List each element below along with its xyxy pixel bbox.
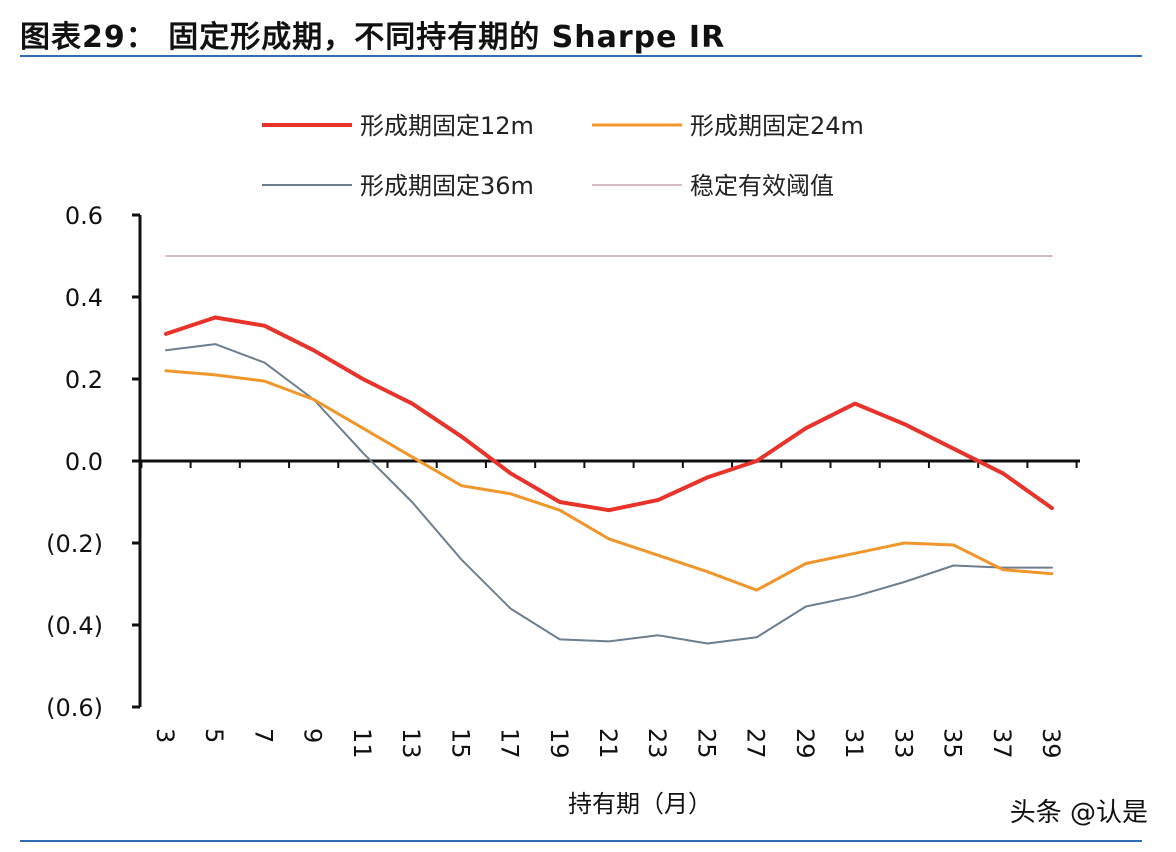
x-tick-label: 5 bbox=[200, 728, 228, 743]
title-divider bbox=[20, 55, 1142, 57]
x-tick-label: 3 bbox=[151, 728, 179, 743]
x-tick-label: 23 bbox=[643, 728, 671, 759]
series-line-s36 bbox=[165, 343, 1053, 645]
y-tick-label: 0.2 bbox=[65, 366, 103, 394]
x-tick-label: 21 bbox=[594, 728, 622, 759]
x-tick-label: 11 bbox=[348, 728, 376, 759]
legend: 形成期固定12m 形成期固定24m 形成期固定36m 稳定有效阈值 bbox=[262, 112, 864, 200]
footer-divider bbox=[20, 840, 1142, 842]
y-tick-label: (0.4) bbox=[46, 612, 103, 640]
legend-item-s36: 形成期固定36m bbox=[262, 172, 534, 200]
legend-label: 形成期固定36m bbox=[360, 172, 534, 200]
x-tick-label: 25 bbox=[692, 728, 720, 759]
x-axis-title: 持有期（月） bbox=[568, 790, 712, 818]
x-tick-label: 39 bbox=[1037, 728, 1065, 759]
axes bbox=[132, 213, 1080, 709]
y-tick-label: 0.0 bbox=[65, 448, 103, 476]
x-tick-label: 31 bbox=[840, 728, 868, 759]
legend-item-s24: 形成期固定24m bbox=[592, 112, 864, 140]
y-tick-label: 0.6 bbox=[65, 202, 103, 230]
y-tick-label: 0.4 bbox=[65, 284, 103, 312]
series-layer bbox=[164, 255, 1054, 645]
legend-label: 形成期固定24m bbox=[690, 112, 864, 140]
x-tick-label: 33 bbox=[889, 728, 917, 759]
legend-label: 稳定有效阈值 bbox=[690, 172, 834, 200]
y-tick-label: (0.2) bbox=[46, 530, 103, 558]
x-tick-label: 19 bbox=[545, 728, 573, 759]
legend-label: 形成期固定12m bbox=[360, 112, 534, 140]
series-line-s24 bbox=[164, 369, 1054, 592]
x-tick-label: 27 bbox=[742, 728, 770, 759]
x-tick-label: 9 bbox=[299, 728, 327, 743]
x-tick-label: 15 bbox=[446, 728, 474, 759]
x-tick-label: 17 bbox=[496, 728, 524, 759]
x-tick-label: 37 bbox=[988, 728, 1016, 759]
legend-item-ref: 稳定有效阈值 bbox=[592, 172, 834, 200]
watermark: 头条 @认是 bbox=[1009, 798, 1148, 828]
tick-labels: 0.60.40.20.0(0.2)(0.4)(0.6)3 5 7 9 11 13 15 17 1… bbox=[46, 202, 1065, 759]
chart-title: 图表29： 固定形成期，不同持有期的 Sharpe IR bbox=[20, 20, 726, 55]
x-tick-label: 35 bbox=[939, 728, 967, 759]
x-tick-label: 29 bbox=[791, 728, 819, 759]
series-line-s12 bbox=[164, 315, 1054, 513]
x-tick-label: 7 bbox=[249, 728, 277, 743]
y-tick-label: (0.6) bbox=[46, 694, 103, 722]
legend-item-s12: 形成期固定12m bbox=[262, 112, 534, 140]
x-tick-label: 13 bbox=[397, 728, 425, 759]
